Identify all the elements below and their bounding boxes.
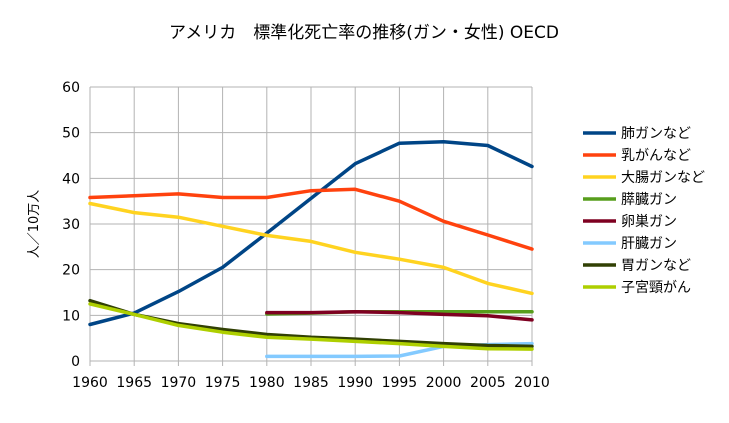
legend-label: 肺ガンなど (621, 126, 691, 142)
y-tick-label: 60 (62, 80, 80, 96)
y-tick-label: 30 (62, 217, 80, 233)
legend-label: 乳がんなど (621, 148, 691, 164)
x-tick-label: 1980 (249, 375, 285, 391)
series-line-1 (88, 140, 534, 327)
axis-layer: 0 10 20 30 40 50 60 1960 1965 1970 1975 1980 1985 199… (62, 80, 550, 391)
legend-label: 膵臓ガン (621, 192, 677, 208)
x-tick-label: 1970 (161, 375, 197, 391)
series-line-5 (265, 309, 534, 322)
series-line-2 (88, 187, 534, 251)
legend-label: 子宮頸がん (621, 280, 691, 296)
x-tick-label: 2010 (514, 375, 550, 391)
y-tick-label: 50 (62, 126, 80, 142)
x-tick-label: 1985 (293, 375, 329, 391)
x-tick-label: 1995 (382, 375, 418, 391)
series-line-3 (88, 201, 534, 296)
x-tick-label: 1975 (205, 375, 241, 391)
y-tick-label: 20 (62, 263, 80, 279)
chart-title: アメリカ 標準化死亡率の推移(ガン・女性) OECD (169, 23, 559, 43)
series-line-8 (88, 302, 534, 351)
grid-layer (89, 86, 533, 366)
legend-label: 大腸ガンなど (621, 170, 705, 186)
x-tick-label: 1965 (116, 375, 152, 391)
x-tick-label: 1960 (72, 375, 108, 391)
y-tick-label: 40 (62, 171, 80, 187)
y-tick-label: 0 (71, 354, 80, 370)
legend-label: 肝臓ガン (621, 236, 677, 252)
y-tick-label: 10 (62, 308, 80, 324)
legend-label: 卵巣ガン (621, 214, 677, 230)
series-layer (88, 140, 534, 359)
legend-label: 胃ガンなど (621, 258, 691, 274)
x-tick-label: 1990 (337, 375, 373, 391)
x-tick-label: 2005 (470, 375, 506, 391)
y-axis-label: 人／10万人 (27, 190, 42, 259)
x-tick-label: 2000 (426, 375, 462, 391)
